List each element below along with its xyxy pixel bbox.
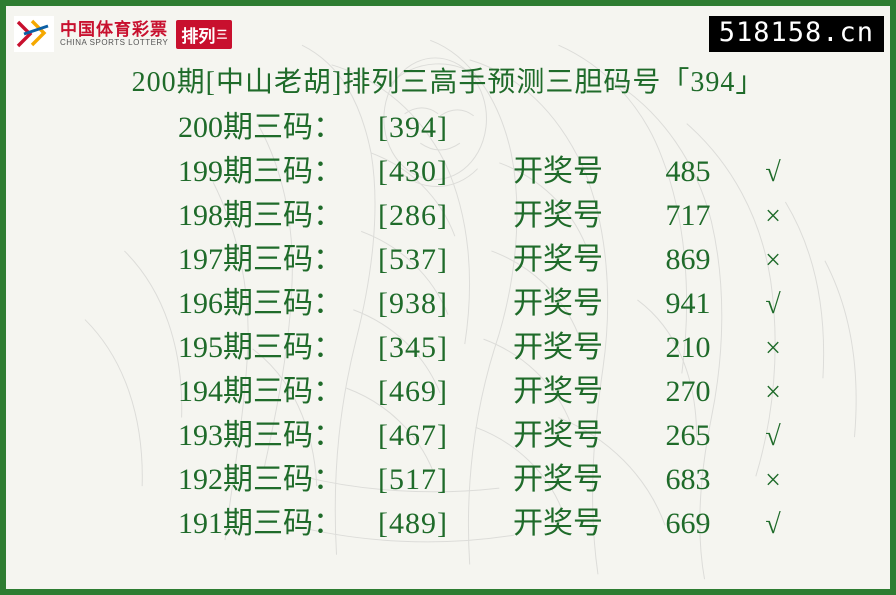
list-item: 197期三码： [537] 开奖号 869 × (16, 238, 880, 282)
row-issue: 193期三码： (178, 419, 343, 452)
game-badge-suffix: 三 (216, 29, 228, 41)
row-label: 开奖号 (513, 243, 603, 276)
row-issue: 197期三码： (178, 243, 343, 276)
row-label: 开奖号 (513, 463, 603, 496)
row-label: 开奖号 (513, 287, 603, 320)
list-item: 193期三码： [467] 开奖号 265 √ (16, 414, 880, 458)
row-label: 开奖号 (513, 155, 603, 188)
brand-name-en: CHINA SPORTS LOTTERY (60, 37, 169, 47)
row-issue: 194期三码： (178, 375, 343, 408)
row-mark: × (765, 465, 781, 496)
row-issue: 198期三码： (178, 199, 343, 232)
row-mark: × (765, 245, 781, 276)
row-issue: 192期三码： (178, 463, 343, 496)
list-item: 191期三码： [489] 开奖号 669 √ (16, 502, 880, 546)
row-code: [469] (378, 375, 448, 408)
row-code: [345] (378, 331, 448, 364)
row-mark: √ (765, 509, 781, 540)
row-mark: × (765, 333, 781, 364)
list-item: 194期三码： [469] 开奖号 270 × (16, 370, 880, 414)
site-header: 中国体育彩票 CHINA SPORTS LOTTERY 排列 三 518158.… (6, 6, 890, 62)
row-mark: √ (765, 421, 781, 452)
row-draw: 265 (665, 419, 711, 452)
row-code: [938] (378, 287, 448, 320)
row-draw: 669 (665, 507, 711, 540)
brand-text: 中国体育彩票 CHINA SPORTS LOTTERY (60, 21, 168, 47)
row-code: [467] (378, 419, 448, 452)
row-code: [517] (378, 463, 448, 496)
sports-lottery-logo-icon (14, 16, 54, 52)
row-draw: 683 (665, 463, 711, 496)
row-label: 开奖号 (513, 507, 603, 540)
row-issue: 196期三码： (178, 287, 343, 320)
row-code: [394] (378, 111, 448, 144)
row-code: [537] (378, 243, 448, 276)
row-draw: 270 (665, 375, 711, 408)
row-label: 开奖号 (513, 331, 603, 364)
prediction-list: 200期三码： [394] 199期三码： [430] 开奖号 485 √ 19… (6, 106, 890, 546)
list-item: 200期三码： [394] (16, 106, 880, 150)
row-mark: × (765, 201, 781, 232)
row-issue: 200期三码： (178, 111, 343, 144)
row-code: [430] (378, 155, 448, 188)
row-label: 开奖号 (513, 375, 603, 408)
row-mark: √ (765, 289, 781, 320)
row-draw: 941 (665, 287, 711, 320)
row-draw: 717 (665, 199, 711, 232)
row-mark: √ (765, 157, 781, 188)
list-item: 192期三码： [517] 开奖号 683 × (16, 458, 880, 502)
game-badge-label: 排列 (181, 26, 216, 46)
row-draw: 485 (665, 155, 711, 188)
list-item: 199期三码： [430] 开奖号 485 √ (16, 150, 880, 194)
row-code: [489] (378, 507, 448, 540)
brand-name-cn: 中国体育彩票 (60, 19, 168, 39)
game-badge: 排列 三 (176, 19, 233, 49)
row-issue: 191期三码： (178, 507, 343, 540)
row-issue: 195期三码： (178, 331, 343, 364)
row-code: [286] (378, 199, 448, 232)
row-mark: × (765, 377, 781, 408)
list-item: 195期三码： [345] 开奖号 210 × (16, 326, 880, 370)
list-item: 196期三码： [938] 开奖号 941 √ (16, 282, 880, 326)
row-label: 开奖号 (513, 199, 603, 232)
row-draw: 869 (665, 243, 711, 276)
row-draw: 210 (665, 331, 711, 364)
site-url-tag: 518158.cn (708, 16, 884, 52)
page-title: 200期[中山老胡]排列三高手预测三胆码号「394」 (131, 67, 765, 98)
row-issue: 199期三码： (178, 155, 343, 188)
brand-block: 中国体育彩票 CHINA SPORTS LOTTERY 排列 三 (14, 16, 233, 52)
list-item: 198期三码： [286] 开奖号 717 × (16, 194, 880, 238)
row-label: 开奖号 (513, 419, 603, 452)
